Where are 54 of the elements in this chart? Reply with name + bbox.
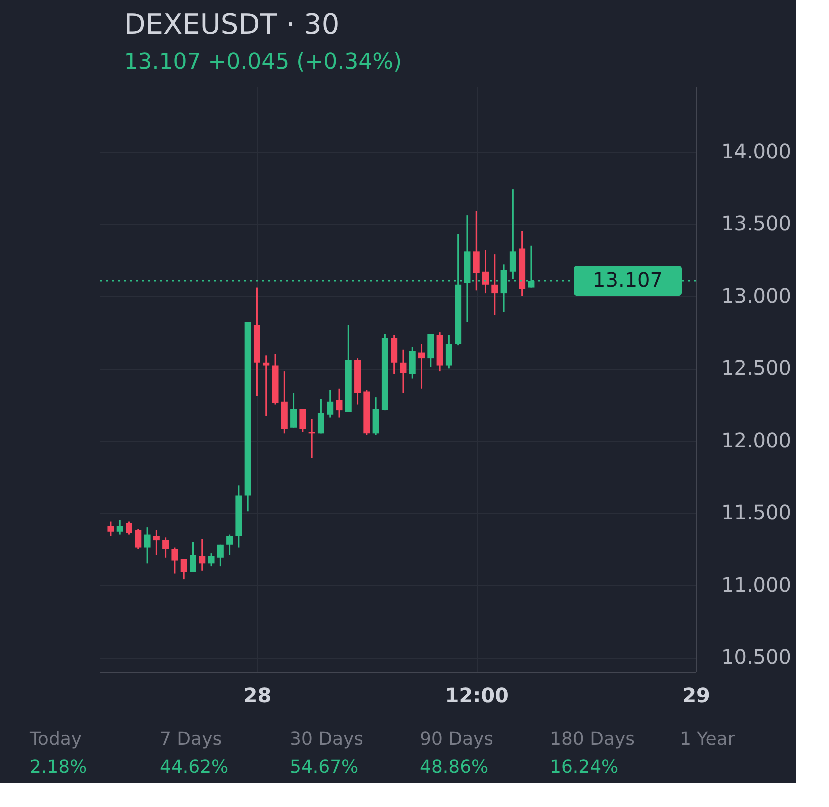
candlestick [217, 544, 224, 568]
candlestick [208, 552, 215, 568]
text: 1 Year [680, 729, 736, 750]
text: 16.24% [550, 757, 619, 778]
candlestick [300, 408, 306, 433]
candlestick [308, 418, 316, 459]
text: 2.18% [30, 757, 88, 778]
candlestick [482, 249, 490, 294]
candlestick [162, 536, 170, 559]
chart-title: DEXEUSDT · 30 [124, 8, 340, 41]
candlestick [473, 210, 480, 292]
x-tick-label: 28 [244, 684, 272, 708]
candlestick [153, 530, 160, 556]
text: 90 Days [420, 729, 494, 750]
text: 44.62% [160, 757, 229, 778]
y-tick-label: 12.000 [722, 428, 792, 452]
x-tick-label: 29 [682, 684, 710, 708]
candlestick [492, 254, 498, 316]
y-tick-label: 13.500 [722, 212, 792, 236]
candlestick [510, 188, 516, 280]
y-tick-label: 13.000 [722, 284, 792, 308]
text: Today [29, 729, 82, 750]
text: 180 Days [550, 729, 635, 750]
y-tick-label: 12.500 [722, 356, 792, 380]
candlestick [126, 521, 132, 536]
ref-line-label: 13.107 [593, 268, 663, 292]
candlestick [108, 521, 114, 537]
candlestick [336, 388, 343, 419]
text: 7 Days [160, 729, 222, 750]
text: 48.86% [420, 757, 489, 778]
candlestick [290, 392, 298, 429]
y-tick-label: 11.000 [722, 572, 792, 597]
candlestick [135, 528, 142, 550]
text: 54.67% [290, 757, 359, 778]
candlestick [409, 346, 416, 380]
candlestick [318, 398, 324, 434]
candlestick [180, 558, 188, 580]
candlestick [400, 349, 407, 394]
candlestick [199, 538, 206, 572]
candlestick [172, 547, 178, 575]
text: 30 Days [290, 729, 364, 750]
candlestick [418, 343, 426, 390]
y-tick-label: 11.500 [722, 500, 792, 525]
y-tick-label: 14.000 [722, 140, 792, 164]
candlestick [327, 390, 334, 419]
y-tick-label: 10.500 [722, 645, 792, 670]
candlestick [190, 541, 196, 574]
candlestick [446, 334, 452, 370]
candlestick [144, 526, 151, 564]
candlestick [226, 534, 234, 556]
candlestick [263, 354, 270, 418]
chart-subtitle: 13.107 +0.045 (+0.34%) [124, 50, 402, 75]
x-tick-label: 12:00 [445, 684, 509, 708]
candlestick [116, 520, 124, 536]
